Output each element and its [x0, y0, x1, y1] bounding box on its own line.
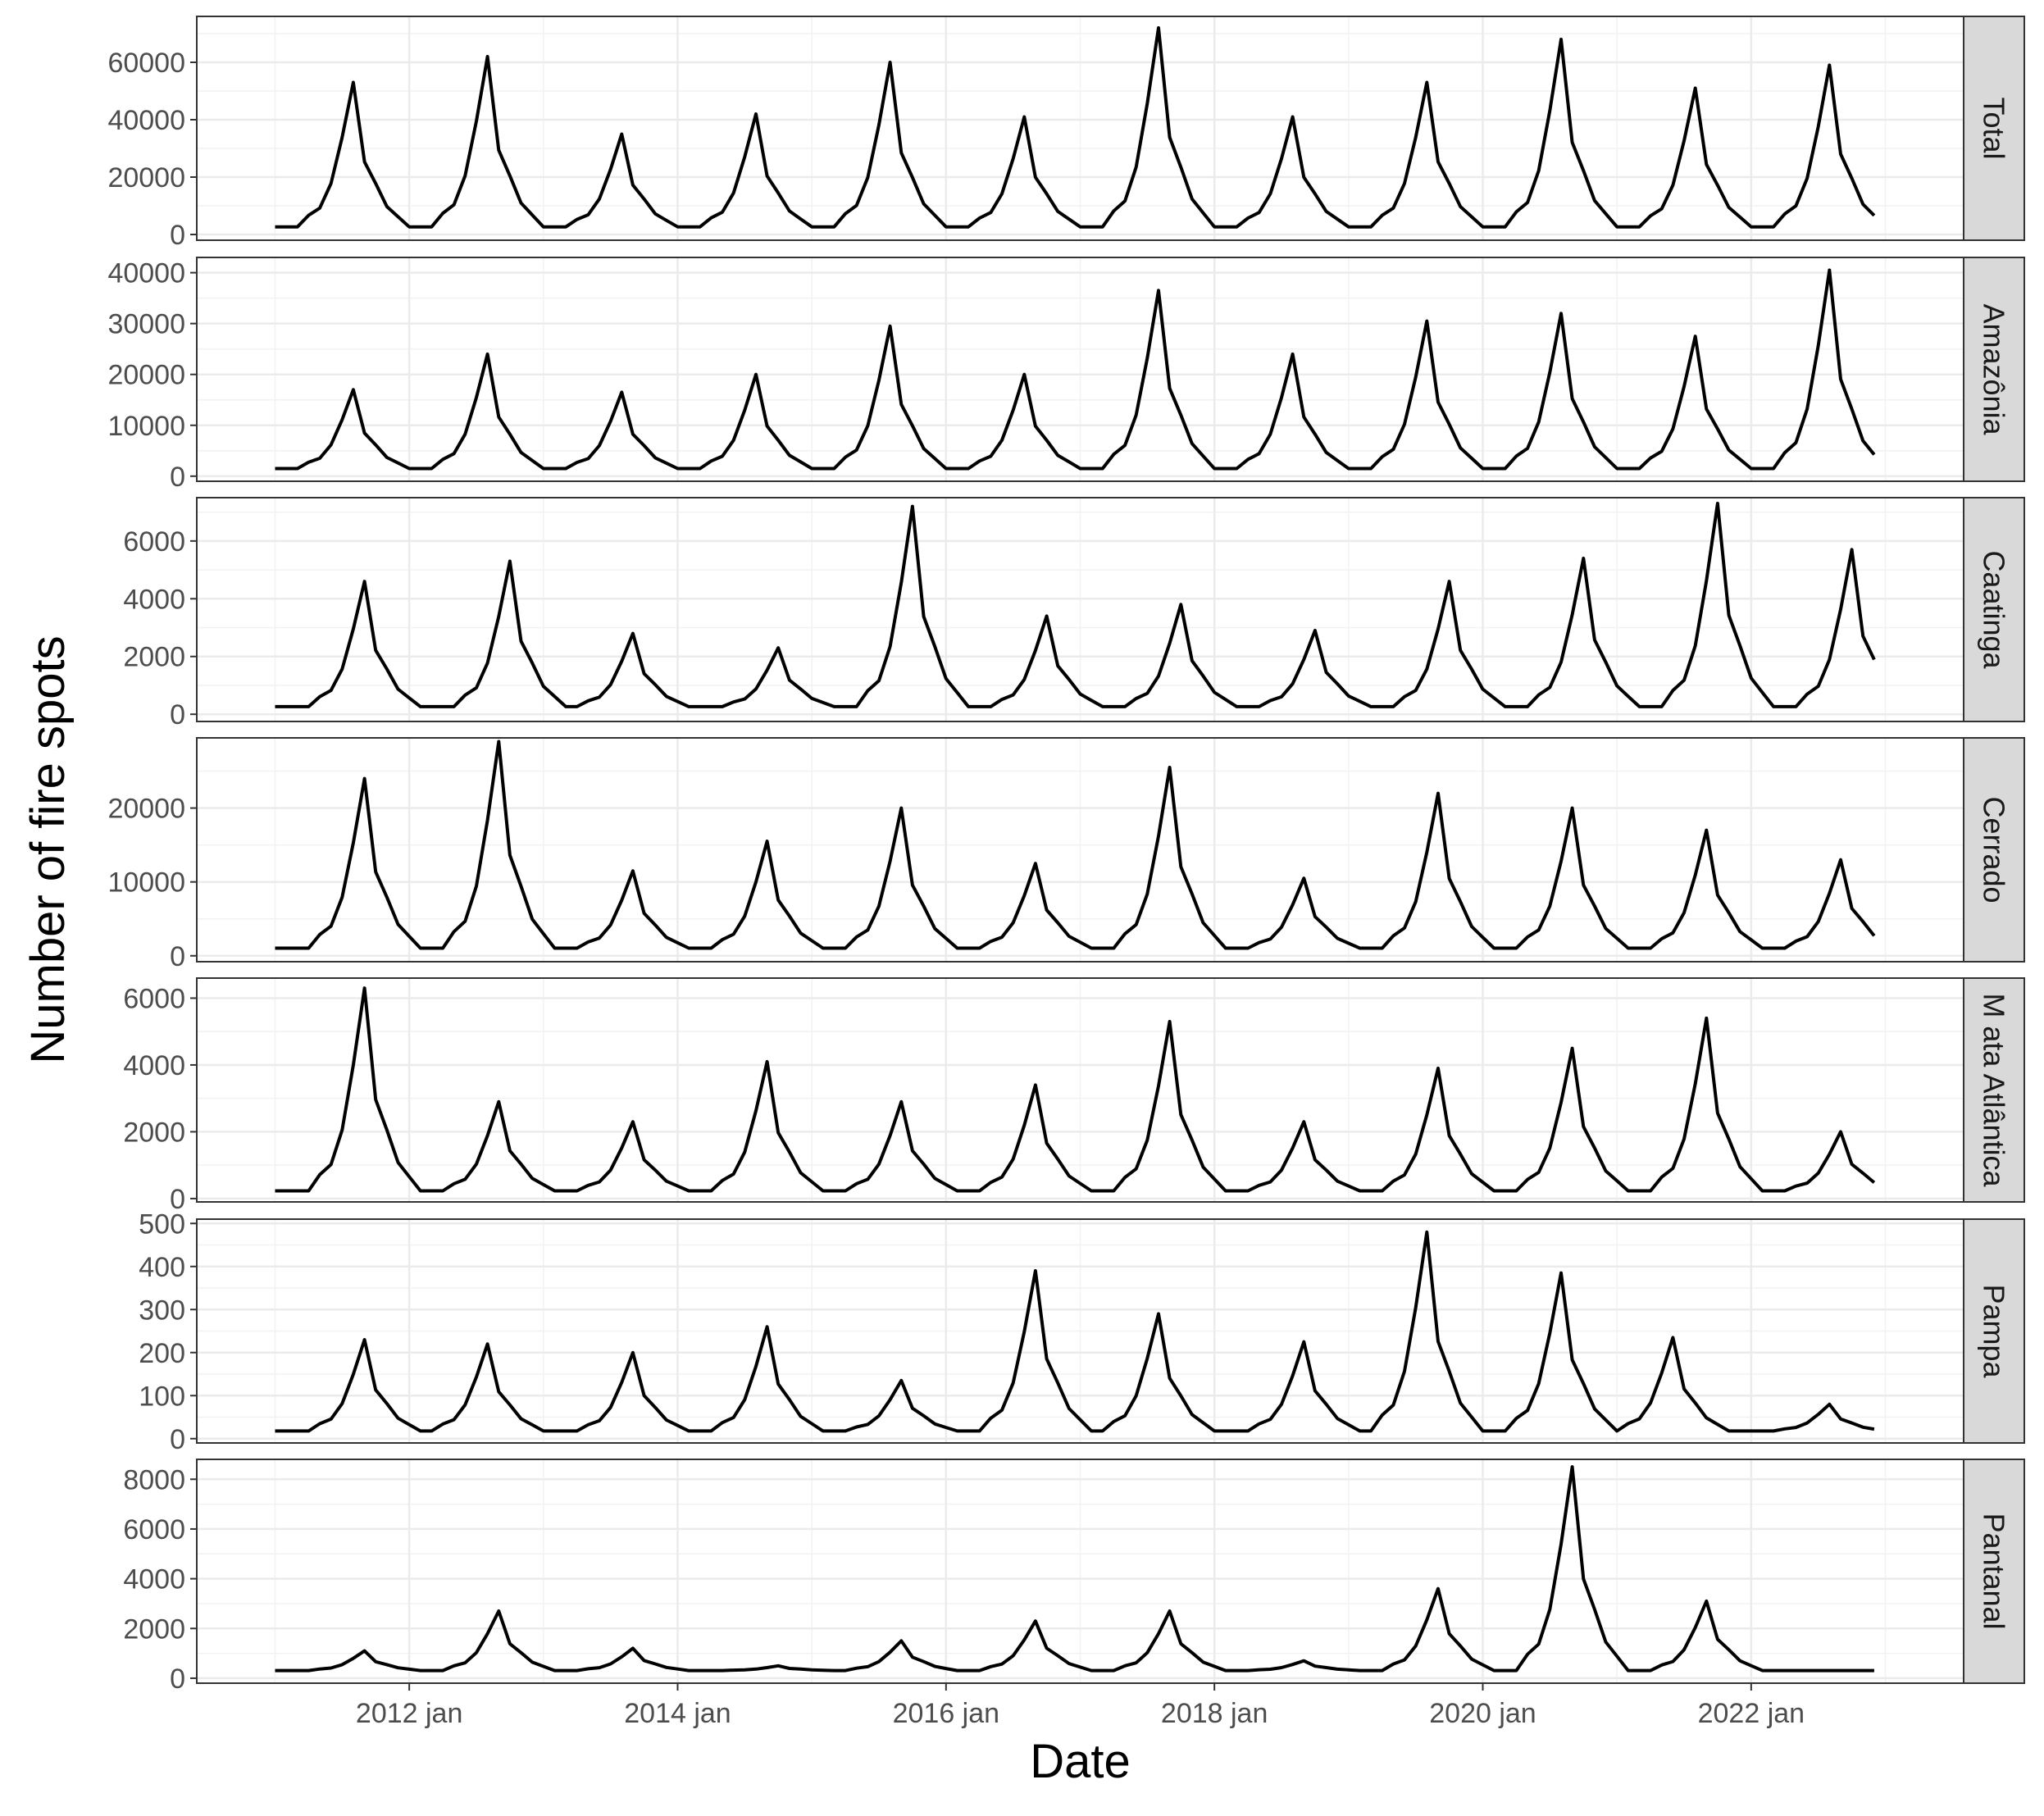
facet-strip	[1963, 1218, 2025, 1444]
series-line	[275, 268, 1876, 471]
y-tick-label: 0	[170, 462, 185, 493]
facet-strip-label: Caatinga	[1978, 550, 2011, 669]
facet-strip-label: Pampa	[1978, 1284, 2011, 1378]
facet-strip	[1963, 16, 2025, 241]
facet-strip-label: M ata Atlântica	[1978, 993, 2011, 1187]
facet-panel: 0 2000 4000 6000 8000 Pantanal	[123, 1459, 2025, 1695]
y-tick-label: 10000	[107, 411, 185, 442]
y-tick-label: 0	[170, 941, 185, 972]
y-tick-label: 500	[139, 1208, 185, 1240]
y-tick-label: 30000	[107, 309, 185, 340]
y-tick-label: 6000	[123, 983, 185, 1014]
y-tick-label: 0	[170, 1424, 185, 1455]
y-tick-label: 4000	[123, 1050, 185, 1081]
y-tick-label: 2000	[123, 1613, 185, 1645]
y-tick-label: 60000	[107, 48, 185, 79]
x-tick-label: 2022 jan	[1698, 1698, 1805, 1729]
y-tick-label: 4000	[123, 584, 185, 615]
facet-strip-label: Cerrado	[1978, 796, 2011, 903]
series-line	[275, 502, 1876, 708]
y-tick-label: 2000	[123, 642, 185, 673]
facet-strip	[1963, 257, 2025, 482]
x-tick-label: 2018 jan	[1161, 1698, 1268, 1729]
series-line	[275, 740, 1876, 950]
y-tick-label: 20000	[107, 794, 185, 825]
series-line	[275, 1230, 1875, 1433]
y-axis-title: Number of fire spots	[21, 635, 75, 1063]
facet-strip	[1963, 977, 2025, 1203]
y-tick-label: 10000	[107, 867, 185, 899]
x-axis: 2012 jan 2014 jan 2016 jan 2018 jan 2020 jan…	[356, 1683, 1805, 1729]
facet-panel: 0 2000 4000 6000 M ata Atlântica	[123, 977, 2025, 1215]
facet-panel: 0 10000 20000 Cerrado	[107, 737, 2025, 972]
y-tick-label: 4000	[123, 1564, 185, 1595]
facet-strip-label: Total	[1978, 97, 2011, 159]
facet-panel: 0 20000 40000 60000 Total	[107, 16, 2025, 251]
y-tick-label: 2000	[123, 1117, 185, 1148]
x-tick-label: 2016 jan	[893, 1698, 999, 1729]
y-tick-label: 300	[139, 1295, 185, 1326]
facet-panel: 0 10000 20000 30000 40000 Amazônia	[107, 257, 2025, 493]
x-tick-label: 2012 jan	[356, 1698, 462, 1729]
x-tick-label: 2014 jan	[624, 1698, 731, 1729]
y-tick-label: 0	[170, 699, 185, 730]
y-tick-label: 40000	[107, 105, 185, 136]
facet-panel: 0 100 200 300 400 500 Pampa	[139, 1208, 2025, 1455]
facet-strip-label: Amazônia	[1978, 303, 2011, 435]
y-tick-label: 6000	[123, 526, 185, 558]
series-line	[275, 1465, 1874, 1673]
y-tick-label: 0	[170, 220, 185, 251]
y-tick-label: 20000	[107, 162, 185, 193]
x-tick-label: 2020 jan	[1429, 1698, 1536, 1729]
plot-area: 0200004000060000Total0100002000030000400…	[107, 16, 2025, 1729]
y-tick-label: 0	[170, 1184, 185, 1215]
y-tick-label: 20000	[107, 360, 185, 391]
facet-strip	[1963, 497, 2025, 722]
y-tick-label: 0	[170, 1664, 185, 1695]
y-tick-label: 400	[139, 1252, 185, 1283]
facet-strip-label: Pantanal	[1978, 1513, 2011, 1629]
y-tick-label: 6000	[123, 1514, 185, 1545]
y-tick-label: 40000	[107, 258, 185, 289]
series-line	[275, 26, 1876, 229]
y-tick-label: 8000	[123, 1464, 185, 1495]
y-tick-label: 200	[139, 1338, 185, 1369]
facet-strip	[1963, 1459, 2025, 1684]
x-axis-title: Date	[1030, 1735, 1131, 1788]
y-tick-label: 100	[139, 1381, 185, 1412]
series-line	[275, 986, 1876, 1193]
facet-panel: 0 2000 4000 6000 Caatinga	[123, 497, 2025, 730]
facet-strip	[1963, 737, 2025, 963]
